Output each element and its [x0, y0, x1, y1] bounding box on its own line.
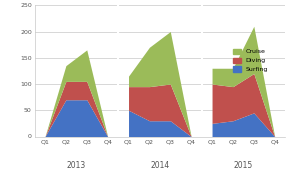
Text: 2013: 2013 — [67, 162, 86, 170]
Text: 2015: 2015 — [234, 162, 253, 170]
Text: 2014: 2014 — [150, 162, 169, 170]
Legend: Cruise, Diving, Surfing: Cruise, Diving, Surfing — [233, 49, 268, 72]
